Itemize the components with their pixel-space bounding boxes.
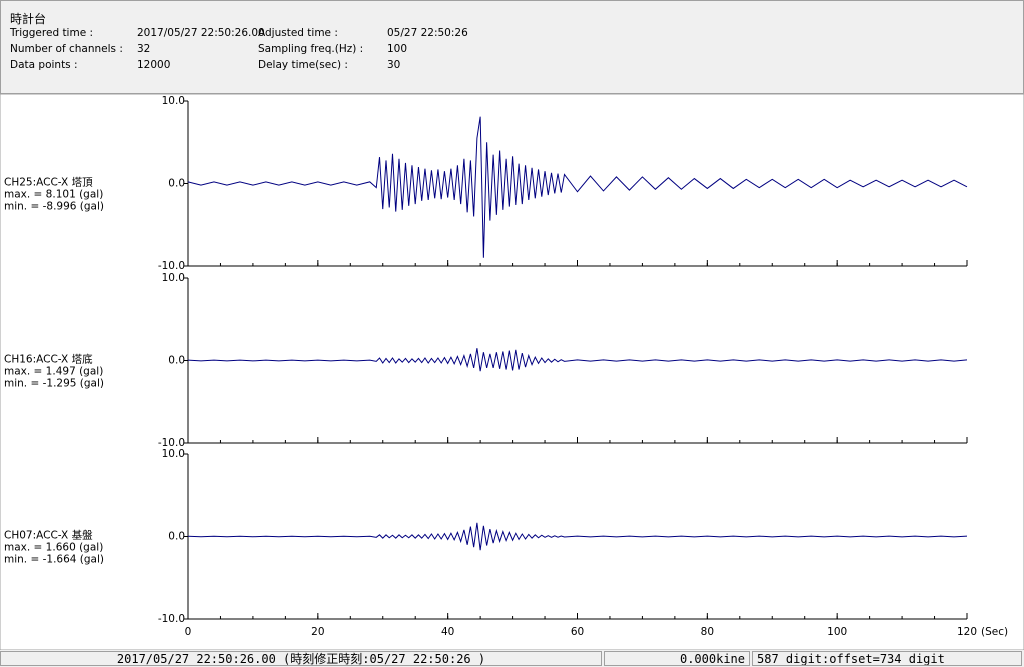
channel-max: max. = 1.497 (gal) — [4, 366, 103, 378]
y-tick-label: 10.0 — [162, 448, 185, 460]
field-value: 30 — [387, 59, 401, 71]
waveform — [187, 522, 968, 551]
y-tick-label: 0.0 — [168, 355, 185, 367]
status-cell: 2017/05/27 22:50:26.00 (時刻修正時刻:05/27 22:… — [0, 651, 602, 666]
field-value: 05/27 22:50:26 — [387, 27, 468, 39]
field-label: Sampling freq.(Hz) : — [258, 43, 364, 55]
y-tick-label: 10.0 — [162, 272, 185, 284]
x-axis-label: (Sec) — [981, 626, 1008, 638]
field-value: 32 — [137, 43, 151, 55]
x-tick-label: 80 — [701, 626, 714, 638]
x-tick-label: 40 — [441, 626, 454, 638]
y-tick-label: 0.0 — [168, 531, 185, 543]
station-title: 時計台 — [10, 12, 47, 26]
channel-max: max. = 1.660 (gal) — [4, 542, 103, 554]
waveform — [187, 348, 968, 372]
channel-name: CH16:ACC-X 塔底 — [4, 353, 93, 366]
y-tick-label: 10.0 — [162, 95, 185, 107]
x-tick-label: 20 — [311, 626, 324, 638]
plot-background — [0, 94, 1024, 650]
field-label: Delay time(sec) : — [258, 59, 348, 71]
x-tick-label: 60 — [571, 626, 584, 638]
field-value: 12000 — [137, 59, 171, 71]
header-panel: 時計台 Triggered time : 2017/05/27 22:50:26.… — [0, 0, 1024, 94]
field-label: Number of channels : — [10, 43, 123, 55]
channel-name: CH07:ACC-X 基盤 — [4, 529, 93, 542]
y-tick-label: -10.0 — [158, 613, 185, 625]
y-tick-label: 0.0 — [168, 178, 185, 190]
status-bar: 2017/05/27 22:50:26.00 (時刻修正時刻:05/27 22:… — [0, 651, 1024, 667]
field-label: Adjusted time : — [258, 27, 338, 39]
status-cell: 0.000kine — [604, 651, 750, 666]
x-tick-label: 120 — [957, 626, 977, 638]
channel-min: min. = -8.996 (gal) — [4, 201, 104, 213]
field-value: 100 — [387, 43, 408, 55]
channel-min: min. = -1.295 (gal) — [4, 378, 104, 390]
y-tick-label: -10.0 — [158, 260, 185, 272]
channel-name: CH25:ACC-X 塔頂 — [4, 176, 93, 189]
channel-min: min. = -1.664 (gal) — [4, 554, 104, 566]
channel-max: max. = 8.101 (gal) — [4, 189, 103, 201]
y-tick-label: -10.0 — [158, 437, 185, 449]
field-label: Triggered time : — [10, 27, 94, 39]
field-value: 2017/05/27 22:50:26.00 — [137, 27, 265, 39]
x-tick-label: 100 — [827, 626, 847, 638]
x-tick-label: 0 — [185, 626, 192, 638]
status-cell: 587 digit:offset=734 digit — [752, 651, 1022, 666]
waveform — [187, 116, 968, 258]
field-label: Data points : — [10, 59, 78, 71]
